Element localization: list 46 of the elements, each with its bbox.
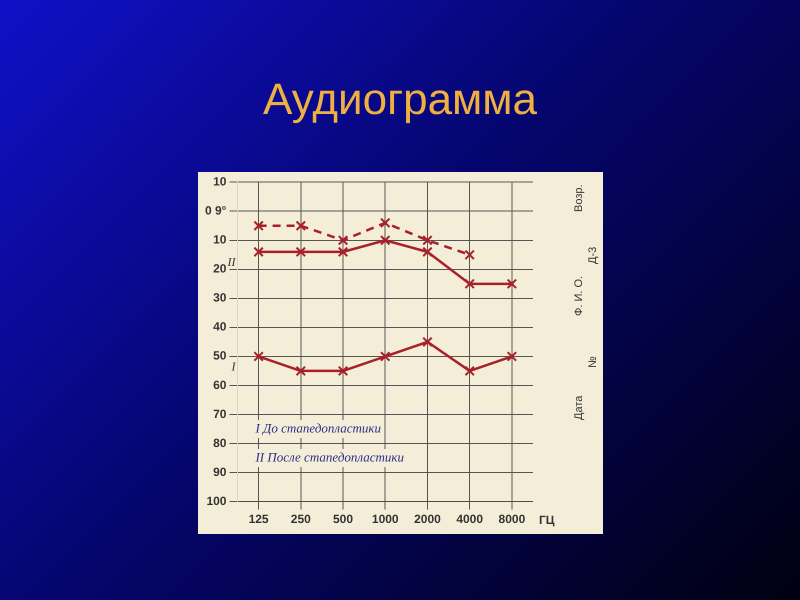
- y-tick-label: 10: [213, 174, 227, 189]
- x-tick-label: 250: [290, 512, 312, 526]
- x-tick-label: 125: [248, 512, 269, 526]
- text: Возр.: [573, 184, 585, 212]
- y-tick-label: 90: [213, 464, 227, 479]
- y-tick-label: 60: [213, 378, 227, 392]
- y-tick-label: 20: [213, 262, 227, 276]
- point: [296, 246, 306, 258]
- point: [296, 220, 306, 231]
- point: [464, 366, 475, 376]
- y-tick-label: 30: [213, 290, 227, 305]
- y-tick-label: 10: [213, 232, 227, 247]
- chart-title: Аудиограмма: [262, 75, 538, 125]
- point: [380, 351, 390, 362]
- y-tick-label: 50: [213, 348, 227, 363]
- point: [253, 351, 264, 362]
- point: [506, 278, 518, 290]
- point: [253, 220, 264, 231]
- point: [296, 366, 306, 376]
- y-tick-label: 100: [206, 494, 227, 508]
- point: [506, 351, 518, 362]
- series-label: I: [230, 359, 236, 374]
- series-label: II: [226, 254, 236, 269]
- text: Д-3: [587, 246, 599, 264]
- point: [380, 235, 390, 246]
- point: [464, 278, 475, 290]
- annotation: I До стапедопластики: [254, 420, 382, 436]
- x-tick-label: 1000: [372, 512, 399, 526]
- annotation: II После стапедопластики: [254, 449, 404, 464]
- text: Ф. И. О.: [573, 276, 585, 316]
- y-tick-label: 80: [213, 436, 227, 450]
- point: [380, 218, 390, 228]
- x-axis-title: ГЦ: [539, 513, 555, 527]
- point: [464, 250, 475, 260]
- x-tick-label: 8000: [498, 512, 526, 526]
- text: №: [587, 356, 599, 368]
- x-tick-label: 4000: [456, 512, 484, 526]
- text: Дата: [573, 396, 585, 420]
- y-tick-label: 70: [213, 406, 227, 421]
- point: [338, 366, 348, 376]
- y-tick-label: 0 9°: [204, 204, 227, 218]
- x-tick-label: 2000: [414, 512, 442, 526]
- x-tick-label: 500: [333, 512, 354, 526]
- point: [422, 336, 433, 348]
- point: [253, 246, 264, 258]
- y-tick-label: 40: [213, 320, 227, 334]
